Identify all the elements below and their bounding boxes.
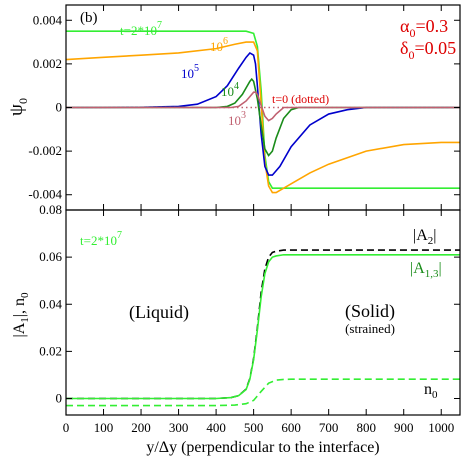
bottom-series-line-0 xyxy=(66,249,460,400)
top-ytick-label: 0.004 xyxy=(33,12,63,27)
series-label-1e6: 106 xyxy=(210,36,228,54)
series-label-t0: t=0 (dotted) xyxy=(272,92,329,106)
region-solid-label: (Solid) xyxy=(345,301,395,322)
bottom-series-line-2 xyxy=(66,378,460,407)
series-label-1e6-sup: 6 xyxy=(223,36,228,47)
top-ylabel: ψ0 xyxy=(6,98,30,116)
time-label-sup: 7 xyxy=(117,230,122,241)
bottom-ylabel-a-sub: 1 xyxy=(19,317,31,323)
bottom-ylabel: |A1|, n0 xyxy=(11,292,31,337)
series-label-1e4: 104 xyxy=(221,81,239,99)
bottom-ylabel-b-sub: 0 xyxy=(19,292,31,298)
series-label-a2: |A2| xyxy=(413,227,436,247)
bottom-ytick-label: 0.08 xyxy=(39,202,62,217)
delta-sub: 0 xyxy=(408,48,414,62)
series-label-a13: |A1,3| xyxy=(410,260,442,280)
series-label-a2-base: |A xyxy=(413,227,428,244)
top-series-line-4 xyxy=(66,91,460,122)
top-y-ticks: -0.004 -0.002 0 0.002 0.004 xyxy=(28,12,460,202)
series-label-n0: n0 xyxy=(424,381,438,401)
bottom-ylabel-a: |A xyxy=(11,322,28,337)
series-label-a13-base: |A xyxy=(410,260,425,277)
series-label-1e5-sup: 5 xyxy=(194,63,199,74)
bottom-ytick-label: 0.02 xyxy=(39,343,62,358)
series-label-1e5: 105 xyxy=(181,63,199,81)
series-label-n0-base: n xyxy=(424,381,432,398)
top-ylabel-sub: 0 xyxy=(16,98,30,104)
time-label-base: t=2*10 xyxy=(80,233,117,248)
bottom-xtick-label: 800 xyxy=(356,420,376,435)
bottom-ytick-label: 0.06 xyxy=(39,249,62,264)
top-series-line-3 xyxy=(66,77,460,157)
delta-value: =0.05 xyxy=(414,38,456,58)
series-label-1e3-base: 10 xyxy=(228,113,241,128)
top-x-ticks xyxy=(65,5,442,210)
x-axis-label: y/Δy (perpendicular to the interface) xyxy=(146,439,379,456)
series-label-a13-sub: 1,3 xyxy=(425,268,439,280)
bottom-ytick-label: 0.04 xyxy=(39,296,62,311)
bottom-xtick-label: 500 xyxy=(244,420,264,435)
region-liquid-label: (Liquid) xyxy=(129,302,189,323)
delta-symbol: δ xyxy=(400,38,408,58)
alpha-symbol: α xyxy=(400,16,410,36)
top-ytick-label: 0.002 xyxy=(33,56,62,71)
series-label-1e6-base: 10 xyxy=(210,39,223,54)
top-ytick-label: 0 xyxy=(56,100,63,115)
bottom-xtick-label: 400 xyxy=(206,420,226,435)
series-label-n0-sub: 0 xyxy=(432,389,438,401)
bottom-xtick-label: 1000 xyxy=(428,420,454,435)
series-label-a13-tail: | xyxy=(439,260,442,277)
bottom-series-group xyxy=(66,249,460,407)
panel-label: (b) xyxy=(80,10,98,26)
alpha-sub: 0 xyxy=(409,26,415,40)
region-solid-note: (strained) xyxy=(345,321,395,336)
series-label-a2-sub: 2 xyxy=(428,235,434,247)
bottom-xtick-label: 100 xyxy=(94,420,114,435)
bottom-panel: 00.020.040.060.08 0 100 200 300 400 500 600 700… xyxy=(11,202,461,456)
series-label-1e3: 103 xyxy=(228,110,246,128)
bottom-xtick-label: 900 xyxy=(394,420,414,435)
series-label-1e5-base: 10 xyxy=(181,66,194,81)
series-label-1e3-sup: 3 xyxy=(241,110,246,121)
bottom-xtick-label: 300 xyxy=(169,420,189,435)
top-series-line-2 xyxy=(66,51,460,176)
series-label-t2e7-base: t=2*10 xyxy=(120,23,157,38)
bottom-ylabel-b: |, n xyxy=(11,298,28,317)
top-ylabel-base: ψ xyxy=(6,104,27,116)
bottom-plot-frame xyxy=(65,209,461,416)
series-label-t2e7: t=2*107 xyxy=(120,20,162,38)
bottom-series-line-1 xyxy=(66,253,460,400)
top-ytick-label: -0.004 xyxy=(28,187,62,202)
series-label-a2-tail: | xyxy=(433,227,436,244)
delta-param: δ0=0.05 xyxy=(400,38,456,62)
series-label-1e4-base: 10 xyxy=(221,84,234,99)
series-label-1e4-sup: 4 xyxy=(234,81,239,92)
bottom-y-ticks: 0 0.02 0.04 0.06 0.08 xyxy=(39,202,460,406)
top-ytick-label: -0.002 xyxy=(28,143,62,158)
alpha-param: α0=0.3 xyxy=(400,16,448,40)
alpha-value: =0.3 xyxy=(415,16,448,36)
bottom-xtick-label: 600 xyxy=(281,420,301,435)
bottom-xtick-label: 200 xyxy=(131,420,151,435)
top-series-group xyxy=(65,30,460,194)
time-label: t=2*107 xyxy=(80,230,122,248)
series-label-t2e7-sup: 7 xyxy=(157,20,162,31)
bottom-xtick-label: 700 xyxy=(319,420,339,435)
bottom-xtick-label: 0 xyxy=(63,420,70,435)
bottom-ytick-label: 0 xyxy=(56,391,63,406)
bottom-x-ticks: 0 100 200 300 400 500 600 700 800 900 1000 xyxy=(63,210,454,435)
